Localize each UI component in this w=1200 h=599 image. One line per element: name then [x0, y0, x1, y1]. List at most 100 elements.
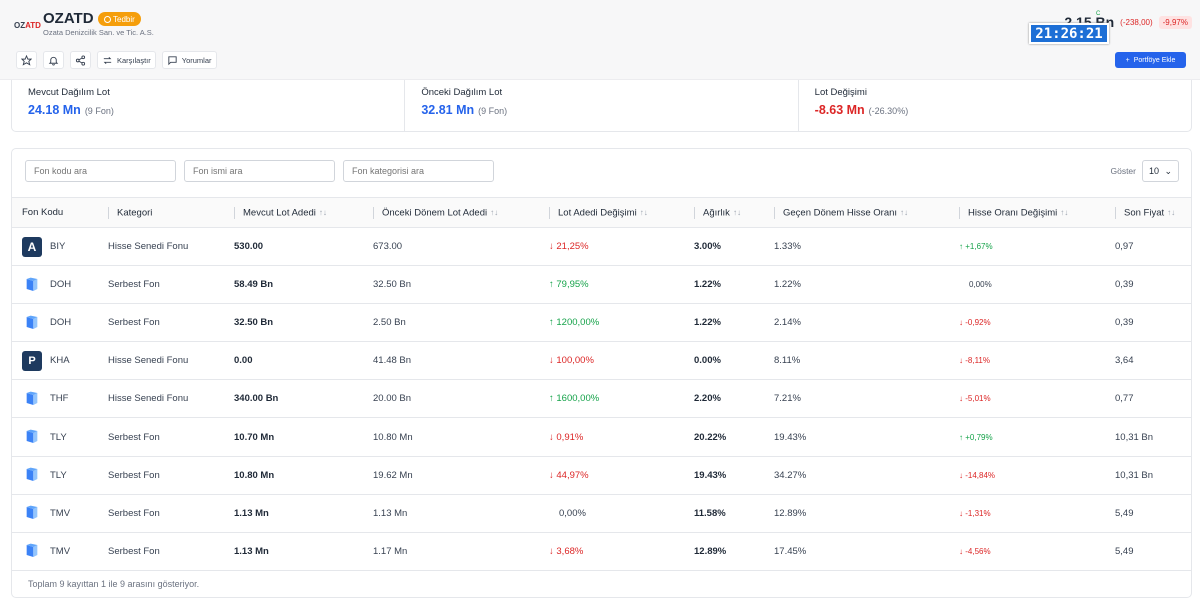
table-row[interactable]: A BIY Hisse Senedi Fonu 530.00 673.00 ↓ 21,25… [12, 227, 1191, 267]
column-header[interactable]: Önceki Dönem Lot Adedi ↑↓ [363, 197, 539, 228]
category-cell: Hisse Senedi Fonu [98, 227, 224, 267]
fund-code-search-input[interactable] [25, 160, 176, 182]
table-row[interactable]: TMV Serbest Fon 1.13 Mn 1.17 Mn ↓ 3,68% 12.89… [12, 532, 1191, 571]
lot-change-cell: ↑ 1200,00% [539, 303, 684, 343]
column-header[interactable]: Ağırlık ↑↓ [684, 197, 764, 228]
page-size-select[interactable]: 10 ⌄ [1142, 160, 1179, 182]
category-cell: Serbest Fon [98, 417, 224, 457]
previous-lot-cell: 19.62 Mn [363, 456, 539, 495]
comments-button[interactable]: Yorumlar [161, 51, 217, 69]
column-separator [1115, 206, 1116, 219]
current-lot-cell: 32.50 Bn [224, 303, 363, 343]
lot-change-cell: ↓ 3,68% [539, 532, 684, 571]
table-row[interactable]: P KHA Hisse Senedi Fonu 0.00 41.48 Bn ↓ 100,0… [12, 341, 1191, 381]
add-to-portfolio-button[interactable]: + Portföye Ekle [1115, 52, 1186, 68]
fund-logo-icon [22, 541, 42, 561]
column-header[interactable]: Hisse Oranı Değişimi ↑↓ [949, 197, 1105, 228]
column-header[interactable]: Geçen Dönem Hisse Oranı ↑↓ [764, 197, 949, 228]
fund-code-cell[interactable]: TLY [12, 456, 98, 495]
ratio-change-cell: ↓ -5,01% [949, 379, 1105, 419]
fund-code-cell[interactable]: A BIY [12, 227, 98, 267]
previous-lot-cell: 673.00 [363, 227, 539, 267]
summary-previous-lot: Önceki Dağılım Lot 32.81 Mn (9 Fon) [405, 80, 799, 131]
arrow-up-icon: ↑ [549, 279, 554, 291]
table-row[interactable]: TLY Serbest Fon 10.80 Mn 19.62 Mn ↓ 44,97% 19… [12, 456, 1191, 495]
table-row[interactable]: DOH Serbest Fon 32.50 Bn 2.50 Bn ↑ 1200,00% 1… [12, 303, 1191, 343]
ratio-change-cell: ↓ -8,11% [949, 341, 1105, 381]
column-header[interactable]: Lot Adedi Değişimi ↑↓ [539, 197, 684, 228]
last-price-cell: 3,64 [1105, 341, 1191, 381]
weight-cell: 11.58% [684, 494, 764, 533]
fund-code-cell[interactable]: TMV [12, 494, 98, 533]
fund-logo-icon [22, 389, 42, 409]
favorite-button[interactable] [16, 51, 37, 69]
fund-logo-icon [22, 465, 42, 485]
sort-icon[interactable]: ↑↓ [490, 208, 499, 218]
fund-logo-icon [22, 427, 42, 447]
alarm-button[interactable] [43, 51, 64, 69]
last-price-cell: 5,49 [1105, 532, 1191, 571]
share-icon [75, 54, 86, 66]
fund-logo-icon [22, 275, 42, 295]
last-price-cell: 10,31 Bn [1105, 417, 1191, 457]
fund-code-cell[interactable]: TLY [12, 417, 98, 457]
arrow-down-icon: ↓ [959, 356, 963, 366]
arrow-down-icon: ↓ [959, 470, 963, 480]
fund-name-search-input[interactable] [184, 160, 335, 182]
warning-icon [104, 15, 111, 23]
lot-change-cell: ↓ 21,25% [539, 227, 684, 267]
weight-cell: 0.00% [684, 341, 764, 381]
prev-ratio-cell: 34.27% [764, 456, 949, 495]
previous-lot-cell: 10.80 Mn [363, 417, 539, 457]
table-row[interactable]: TLY Serbest Fon 10.70 Mn 10.80 Mn ↓ 0,91% 20.… [12, 417, 1191, 457]
share-button[interactable] [70, 51, 91, 69]
fund-logo-icon: P [22, 350, 42, 371]
market-status-marker: C [1096, 11, 1101, 17]
ratio-change-cell: ↓ -4,56% [949, 532, 1105, 571]
arrow-down-icon: ↓ [959, 508, 963, 518]
sort-icon[interactable]: ↑↓ [639, 208, 648, 218]
last-price-cell: 0,39 [1105, 265, 1191, 305]
column-separator [373, 206, 374, 219]
table-row[interactable]: DOH Serbest Fon 58.49 Bn 32.50 Bn ↑ 79,95% 1.… [12, 265, 1191, 305]
category-cell: Serbest Fon [98, 532, 224, 571]
previous-lot-cell: 1.13 Mn [363, 494, 539, 533]
filter-bar [25, 160, 494, 182]
last-price-cell: 5,49 [1105, 494, 1191, 533]
sort-icon[interactable]: ↑↓ [1060, 208, 1069, 218]
sort-icon[interactable]: ↑↓ [318, 208, 327, 218]
previous-lot-cell: 20.00 Bn [363, 379, 539, 419]
fund-category-search-input[interactable] [343, 160, 494, 182]
fund-code-cell[interactable]: TMV [12, 532, 98, 571]
company-logo: OZ ATD [14, 20, 41, 30]
column-header[interactable]: Mevcut Lot Adedi ↑↓ [224, 197, 363, 228]
table-row[interactable]: THF Hisse Senedi Fonu 340.00 Bn 20.00 Bn ↑ 1… [12, 379, 1191, 419]
compare-button[interactable]: Karşılaştır [97, 51, 156, 69]
current-lot-cell: 1.13 Mn [224, 532, 363, 571]
sort-icon[interactable]: ↑↓ [900, 208, 909, 218]
category-cell: Serbest Fon [98, 456, 224, 495]
table-row[interactable]: TMV Serbest Fon 1.13 Mn 1.13 Mn 0,00% 11.58% 1… [12, 494, 1191, 533]
compare-icon [103, 56, 112, 64]
ratio-change-cell: ↑ +1,67% [949, 227, 1105, 267]
prev-ratio-cell: 1.33% [764, 227, 949, 267]
fund-code-cell[interactable]: THF [12, 379, 98, 419]
clock-display: 21:26:21 [1029, 23, 1109, 44]
page-size-control: Göster 10 ⌄ [1110, 160, 1179, 182]
fund-code-cell[interactable]: DOH [12, 303, 98, 343]
weight-cell: 19.43% [684, 456, 764, 495]
column-header[interactable]: Son Fiyat ↑↓ [1105, 197, 1191, 228]
last-price-cell: 0,77 [1105, 379, 1191, 419]
sort-icon[interactable]: ↑↓ [732, 208, 741, 218]
previous-lot-cell: 2.50 Bn [363, 303, 539, 343]
arrow-down-icon: ↓ [959, 394, 963, 404]
plus-icon: + [1125, 56, 1130, 64]
chevron-down-icon: ⌄ [1164, 165, 1172, 176]
weight-cell: 2.20% [684, 379, 764, 419]
sort-icon[interactable]: ↑↓ [1167, 208, 1176, 218]
fund-code-cell[interactable]: P KHA [12, 341, 98, 381]
arrow-down-icon: ↓ [549, 241, 554, 253]
category-cell: Hisse Senedi Fonu [98, 379, 224, 419]
lot-change-cell: ↓ 44,97% [539, 456, 684, 495]
fund-code-cell[interactable]: DOH [12, 265, 98, 305]
